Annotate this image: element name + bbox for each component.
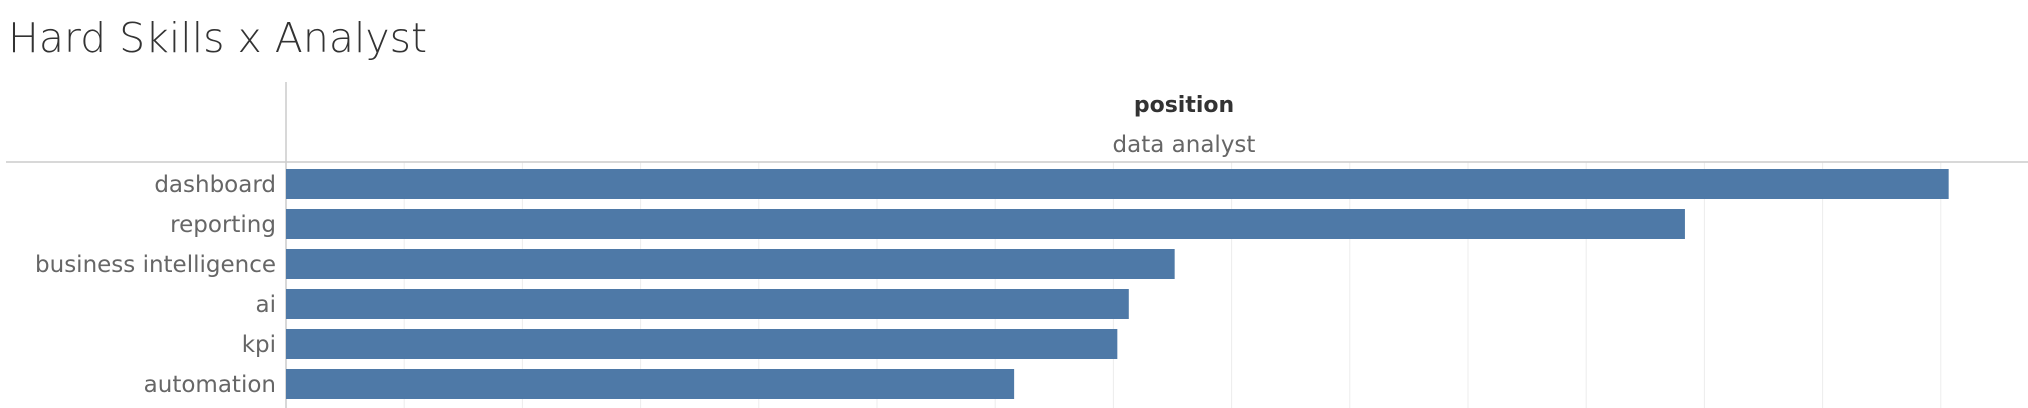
bar-automation[interactable] — [286, 369, 1015, 399]
category-label: automation — [144, 372, 276, 398]
chart-title: Hard Skills x Analyst — [8, 14, 428, 62]
bar-dashboard[interactable] — [286, 169, 1949, 199]
category-label: ai — [256, 292, 276, 318]
category-label: business intelligence — [35, 252, 276, 278]
bar-rows: dashboard reporting business intelligence a… — [35, 169, 1949, 399]
category-label: reporting — [170, 212, 276, 238]
category-label: kpi — [242, 332, 276, 358]
bar-business-intelligence[interactable] — [286, 249, 1175, 279]
column-field-label: position — [1134, 93, 1234, 118]
bar-kpi[interactable] — [286, 329, 1118, 359]
bar-reporting[interactable] — [286, 209, 1685, 239]
bar-ai[interactable] — [286, 289, 1129, 319]
gridlines — [403, 162, 1942, 408]
category-label: dashboard — [154, 172, 276, 198]
column-value-label: data analyst — [1113, 132, 1256, 158]
